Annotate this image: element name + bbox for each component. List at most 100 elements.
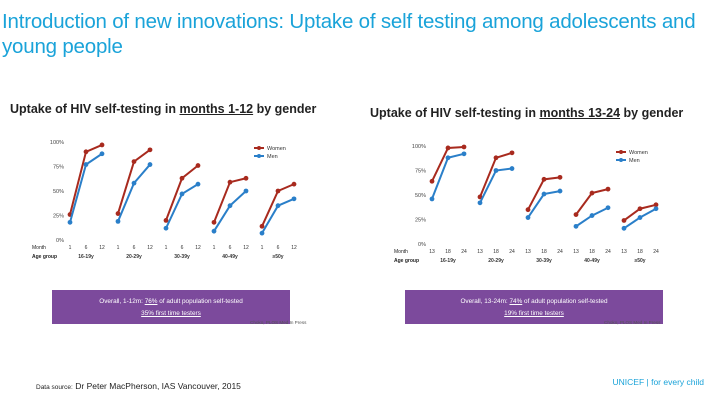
month-tick-label: 1 [261, 245, 264, 251]
month-tick-label: 24 [605, 249, 611, 255]
data-point-men [291, 196, 297, 202]
age-group-axis-label: Age group [394, 258, 419, 264]
age-group-label: 30-39y [536, 258, 552, 264]
series-line-women [213, 177, 247, 223]
age-group-axis-label: Age group [32, 254, 57, 260]
y-tick-label: 50% [415, 193, 426, 199]
data-point-men [429, 196, 435, 202]
data-point-men [461, 151, 467, 157]
data-point-men [99, 151, 105, 157]
month-tick-label: 18 [637, 249, 643, 255]
data-point-women [163, 218, 169, 223]
series-line-men [117, 163, 151, 222]
month-tick-label: 18 [541, 249, 547, 255]
chart-title-prefix: Uptake of HIV self-testing in [10, 102, 180, 116]
banner-highlight: 76% [144, 298, 158, 305]
y-tick-label: 75% [415, 169, 426, 175]
data-point-men [227, 203, 233, 209]
month-tick-label: 12 [243, 245, 249, 251]
data-point-women [243, 175, 249, 181]
banner-prefix: Overall, 1-12m: [99, 298, 145, 305]
data-point-men [131, 180, 137, 186]
age-group-label: 16-19y [440, 258, 456, 264]
data-point-men [195, 181, 201, 187]
series-line-men [431, 152, 465, 200]
data-point-women [541, 176, 547, 182]
banner-suffix: of adult population self-tested [522, 298, 608, 305]
month-tick-label: 1 [165, 245, 168, 251]
month-tick-label: 12 [291, 245, 297, 251]
data-point-women [525, 207, 531, 213]
data-point-women [195, 163, 201, 168]
data-point-men [163, 225, 169, 231]
month-tick-label: 24 [461, 249, 467, 255]
data-point-women [589, 190, 595, 196]
data-point-men [259, 230, 265, 236]
data-point-men [637, 215, 643, 220]
age-group-label: 40-49y [584, 258, 600, 264]
chart-title-highlight: months 1-12 [179, 102, 254, 116]
footer-tagline: UNICEF | for every child [612, 377, 704, 387]
data-point-women [637, 206, 643, 212]
chart-title-2: Uptake of HIV self-testing in months 13-… [370, 106, 683, 120]
data-point-women [291, 181, 297, 187]
banner-line-1: Overall, 1-12m: 76% of adult population … [52, 296, 290, 308]
month-tick-label: 6 [133, 245, 136, 251]
age-group-label: 30-39y [174, 254, 190, 260]
data-point-men [147, 162, 153, 167]
age-group-label: ≥50y [634, 258, 645, 264]
month-tick-label: 6 [229, 245, 232, 251]
banner-suffix: of adult population self-tested [157, 298, 243, 305]
legend-marker-men [619, 158, 623, 162]
data-point-men [525, 215, 531, 220]
data-point-men [83, 162, 89, 167]
data-point-men [589, 213, 595, 218]
month-tick-label: 6 [181, 245, 184, 251]
data-point-men [509, 166, 515, 171]
month-tick-label: 24 [557, 249, 563, 255]
month-tick-label: 12 [195, 245, 201, 251]
month-tick-label: 13 [525, 249, 531, 255]
age-group-label: 40-49y [222, 254, 238, 260]
month-axis-label: Month [394, 249, 408, 255]
y-tick-label: 0% [56, 238, 64, 244]
data-point-women [429, 178, 435, 184]
banner-line-2: 19% first time testers [504, 310, 564, 317]
month-tick-label: 1 [69, 245, 72, 251]
month-tick-label: 18 [493, 249, 499, 255]
data-source-text: Dr Peter MacPherson, IAS Vancouver, 2015 [75, 381, 241, 391]
month-tick-label: 24 [653, 249, 659, 255]
data-point-men [621, 225, 627, 231]
data-point-women [227, 179, 233, 185]
month-tick-label: 18 [589, 249, 595, 255]
data-point-men [211, 228, 217, 234]
month-tick-label: 13 [621, 249, 627, 255]
legend-label-men: Men [267, 154, 278, 160]
data-source-label: Data source: [36, 384, 73, 391]
month-tick-label: 24 [509, 249, 515, 255]
data-point-women [275, 188, 281, 194]
month-tick-label: 13 [573, 249, 579, 255]
chart-title-suffix: by gender [253, 102, 317, 116]
legend-label-men: Men [629, 158, 640, 164]
data-point-men [477, 200, 483, 206]
data-point-men [573, 223, 579, 229]
data-point-women [83, 149, 89, 155]
data-point-women [115, 211, 121, 216]
data-point-women [445, 145, 451, 151]
data-point-women [493, 155, 499, 161]
data-point-women [99, 142, 105, 148]
data-point-women [573, 212, 579, 217]
legend-marker-women [619, 150, 623, 154]
data-point-men [275, 203, 281, 209]
banner-highlight: 74% [509, 298, 523, 305]
month-tick-label: 1 [117, 245, 120, 251]
banner-line-1: Overall, 13-24m: 74% of adult population… [405, 296, 663, 308]
y-tick-label: 75% [53, 165, 64, 171]
month-tick-label: 12 [99, 245, 105, 251]
data-point-women [621, 218, 627, 223]
data-point-women [509, 150, 515, 156]
data-point-men [67, 219, 73, 225]
citation-1: Choko, PLOS Med In Press [250, 320, 307, 325]
data-point-women [461, 144, 467, 150]
